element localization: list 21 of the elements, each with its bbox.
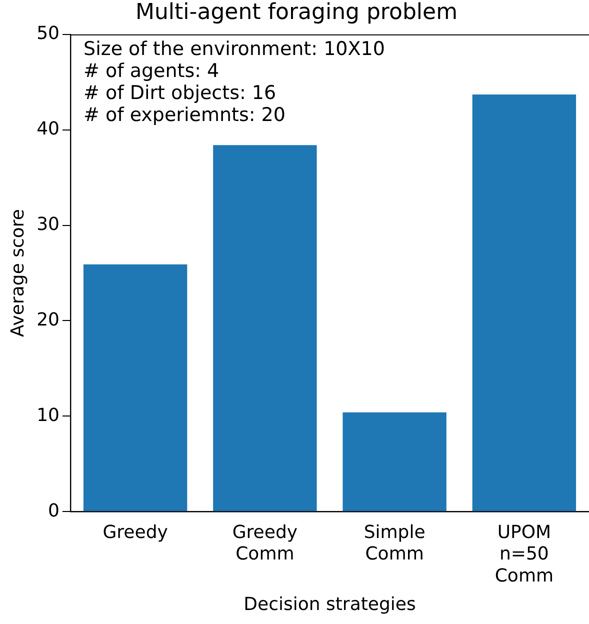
- x-tick-label: UPOM n=50 Comm: [494, 522, 554, 586]
- annotation: # of agents: 4: [84, 60, 220, 82]
- annotation: Size of the environment: 10X10: [84, 38, 385, 60]
- chart-title: Multi-agent foraging problem: [136, 0, 458, 25]
- bar: [213, 145, 317, 512]
- bar: [472, 94, 576, 512]
- annotation: # of experiemnts: 20: [84, 104, 286, 126]
- x-tick-label: Greedy Comm: [232, 522, 298, 565]
- x-tick-label: Greedy: [102, 522, 168, 544]
- y-tick-label: 30: [36, 214, 60, 235]
- y-tick-label: 0: [48, 500, 60, 522]
- y-tick-label: 50: [36, 23, 60, 44]
- y-tick-label: 40: [36, 118, 60, 140]
- bar: [83, 264, 188, 512]
- y-axis-title: Average score: [7, 208, 28, 338]
- y-tick-label: 10: [36, 404, 60, 426]
- x-axis-title: Decision strategies: [244, 594, 416, 615]
- y-tick-label: 20: [36, 309, 60, 330]
- annotation: # of Dirt objects: 16: [84, 82, 276, 104]
- x-tick-label: Simple Comm: [364, 522, 426, 565]
- bar: [342, 412, 446, 512]
